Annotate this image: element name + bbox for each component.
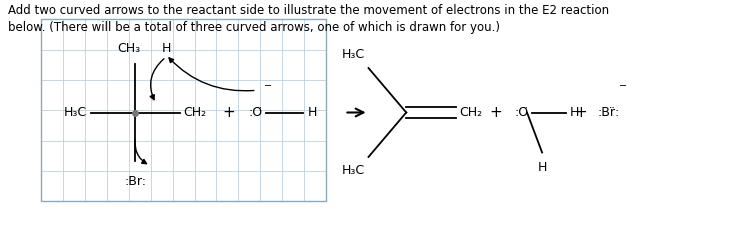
Text: H: H xyxy=(537,161,547,174)
Text: H₃C: H₃C xyxy=(342,164,365,177)
Text: −: − xyxy=(619,81,627,91)
Text: −: − xyxy=(264,81,272,91)
Text: Add two curved arrows to the reactant side to illustrate the movement of electro: Add two curved arrows to the reactant si… xyxy=(8,4,610,34)
Text: :Br:: :Br: xyxy=(124,175,146,188)
Text: :Ö: :Ö xyxy=(515,106,529,119)
FancyArrowPatch shape xyxy=(135,140,147,164)
Text: +: + xyxy=(575,105,588,120)
FancyArrowPatch shape xyxy=(150,59,164,100)
Text: CH₂: CH₂ xyxy=(459,106,483,119)
Text: :Br̈:: :Br̈: xyxy=(597,106,619,119)
Text: H₃C: H₃C xyxy=(64,106,87,119)
Text: CH₃: CH₃ xyxy=(117,42,140,55)
FancyArrowPatch shape xyxy=(169,58,254,91)
Bar xyxy=(41,19,326,201)
Text: CH₂: CH₂ xyxy=(183,106,207,119)
Text: H: H xyxy=(307,106,317,119)
Text: +: + xyxy=(223,105,236,120)
Text: H: H xyxy=(161,42,171,55)
Text: +: + xyxy=(489,105,502,120)
Text: H: H xyxy=(569,106,579,119)
Text: H₃C: H₃C xyxy=(342,48,365,61)
Text: :Ö: :Ö xyxy=(248,106,263,119)
